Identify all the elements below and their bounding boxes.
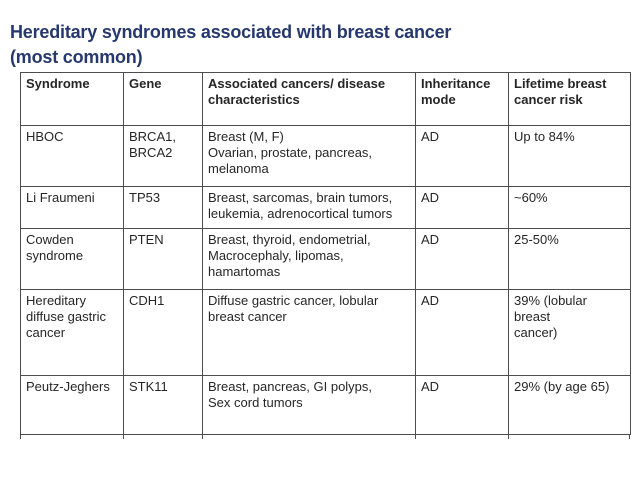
cell-inheritance: AD xyxy=(415,289,509,376)
cell-risk: Up to 84% xyxy=(508,125,631,187)
cell-syndrome: Cowden syndrome xyxy=(20,228,124,290)
cell-syndrome: Li Fraumeni xyxy=(20,186,124,229)
table-border-tick xyxy=(508,434,509,439)
cell-inheritance: AD xyxy=(415,228,509,290)
hereditary-syndromes-table: Syndrome Gene Associated cancers/ diseas… xyxy=(20,72,631,435)
table-row: HBOC BRCA1, BRCA2 Breast (M, F) Ovarian,… xyxy=(20,125,631,187)
cell-gene: BRCA1, BRCA2 xyxy=(123,125,203,187)
table-border-tick xyxy=(629,434,630,439)
table-row: Cowden syndrome PTEN Breast, thyroid, en… xyxy=(20,228,631,290)
cell-syndrome: Hereditary diffuse gastric cancer xyxy=(20,289,124,376)
table-row: Li Fraumeni TP53 Breast, sarcomas, brain… xyxy=(20,186,631,229)
table-border-tick xyxy=(202,434,203,439)
page-title-line1: Hereditary syndromes associated with bre… xyxy=(10,22,452,42)
cell-associated: Breast, thyroid, endometrial, Macrocepha… xyxy=(202,228,416,290)
table-border-tick xyxy=(123,434,124,439)
page-title-line2: (most common) xyxy=(10,47,143,67)
table-border-tick xyxy=(20,434,21,439)
cell-gene: CDH1 xyxy=(123,289,203,376)
cell-risk: 39% (lobular breast cancer) xyxy=(508,289,631,376)
column-header-syndrome: Syndrome xyxy=(20,72,124,126)
column-header-gene: Gene xyxy=(123,72,203,126)
table-row: Hereditary diffuse gastric cancer CDH1 D… xyxy=(20,289,631,376)
cell-risk: 25-50% xyxy=(508,228,631,290)
cell-gene: TP53 xyxy=(123,186,203,229)
cell-associated: Breast, sarcomas, brain tumors, leukemia… xyxy=(202,186,416,229)
cell-gene: PTEN xyxy=(123,228,203,290)
table-header-row: Syndrome Gene Associated cancers/ diseas… xyxy=(20,72,631,126)
cell-risk: 29% (by age 65) xyxy=(508,375,631,435)
table-row: Peutz-Jeghers STK11 Breast, pancreas, GI… xyxy=(20,375,631,435)
column-header-inheritance: Inheritance mode xyxy=(415,72,509,126)
cell-gene: STK11 xyxy=(123,375,203,435)
cell-associated: Breast (M, F) Ovarian, prostate, pancrea… xyxy=(202,125,416,187)
cell-inheritance: AD xyxy=(415,125,509,187)
cell-risk: ~60% xyxy=(508,186,631,229)
page-title: Hereditary syndromes associated with bre… xyxy=(10,20,610,70)
column-header-risk: Lifetime breast cancer risk xyxy=(508,72,631,126)
cell-inheritance: AD xyxy=(415,186,509,229)
cell-inheritance: AD xyxy=(415,375,509,435)
column-header-associated: Associated cancers/ disease characterist… xyxy=(202,72,416,126)
table-border-tick xyxy=(415,434,416,439)
cell-syndrome: Peutz-Jeghers xyxy=(20,375,124,435)
cell-syndrome: HBOC xyxy=(20,125,124,187)
cell-associated: Diffuse gastric cancer, lobular breast c… xyxy=(202,289,416,376)
cell-associated: Breast, pancreas, GI polyps, Sex cord tu… xyxy=(202,375,416,435)
